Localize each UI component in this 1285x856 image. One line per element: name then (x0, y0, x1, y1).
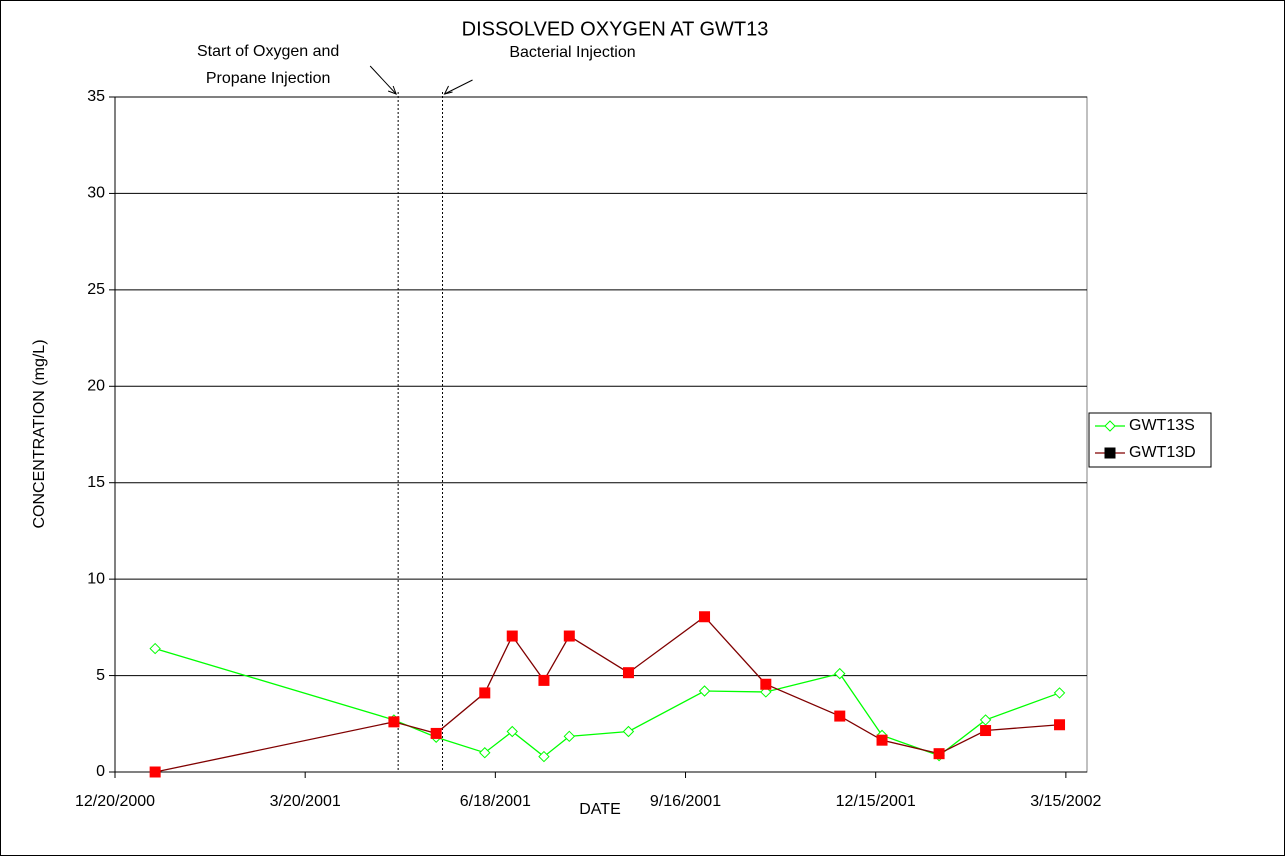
y-tick-label: 20 (87, 378, 105, 395)
data-point (834, 667, 846, 680)
annotation-arrow (444, 79, 473, 95)
y-tick-label: 0 (96, 763, 105, 780)
annotation-arrowhead (387, 85, 398, 95)
data-point (979, 714, 992, 726)
data-point (699, 611, 711, 623)
data-point (622, 725, 635, 738)
y-tick-label: 35 (87, 88, 105, 105)
annotation-arrow (369, 65, 397, 95)
y-tick-label: 5 (96, 667, 105, 684)
data-point (479, 687, 491, 699)
legend-marker (1104, 447, 1116, 459)
y-tick-label: 30 (87, 185, 105, 202)
x-tick-label: 12/15/2001 (836, 793, 916, 810)
x-tick-label: 12/20/2000 (75, 793, 155, 810)
y-axis-label: CONCENTRATION (mg/L) (31, 339, 48, 528)
data-point (538, 674, 550, 686)
data-point (1053, 687, 1066, 699)
data-point (506, 630, 518, 642)
x-tick-label: 9/16/2001 (650, 793, 721, 810)
data-point (622, 667, 634, 679)
data-point (760, 678, 772, 690)
plot-area (114, 96, 1088, 773)
y-tick-label: 10 (87, 570, 105, 587)
x-tick-label: 3/15/2002 (1030, 793, 1101, 810)
y-tick-label: 25 (87, 281, 105, 298)
annotation-text: Propane Injection (206, 70, 331, 87)
x-tick-label: 3/20/2001 (270, 793, 341, 810)
y-tick-label: 15 (87, 474, 105, 491)
annotation-text: Start of Oxygen and (197, 43, 339, 60)
data-point (479, 747, 491, 759)
data-point (563, 630, 575, 642)
data-point (149, 766, 161, 778)
data-point (506, 725, 518, 738)
data-point (388, 716, 400, 728)
chart-title: DISSOLVED OXYGEN AT GWT13 (462, 18, 769, 40)
data-point (1054, 719, 1066, 731)
data-point (698, 685, 711, 697)
annotation-arrowhead (443, 85, 453, 95)
legend-label: GWT13D (1129, 444, 1196, 461)
x-tick-label: 6/18/2001 (460, 793, 531, 810)
data-point (430, 727, 442, 739)
data-point (563, 730, 576, 743)
data-point (980, 725, 992, 737)
data-point (834, 710, 846, 722)
data-point (876, 734, 888, 746)
data-point (149, 642, 161, 655)
annotation-text: Bacterial Injection (509, 44, 635, 61)
x-axis-label: DATE (579, 801, 620, 818)
data-point (933, 748, 945, 760)
legend-marker (1104, 420, 1116, 432)
data-point (538, 750, 550, 763)
legend-label: GWT13S (1129, 417, 1195, 434)
